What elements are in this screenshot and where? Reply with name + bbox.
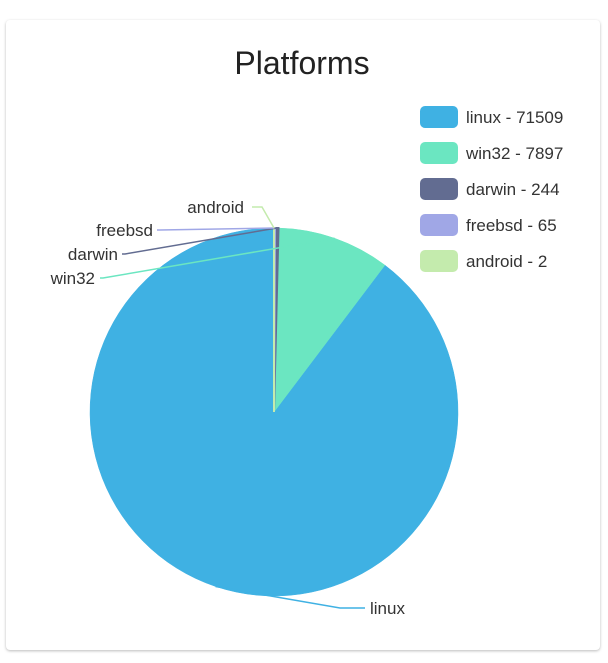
legend-label-freebsd: freebsd - 65 <box>466 216 557 235</box>
slice-label-win32: win32 <box>50 269 95 288</box>
legend-label-android: android - 2 <box>466 252 547 271</box>
legend-label-win32: win32 - 7897 <box>465 144 563 163</box>
legend-label-linux: linux - 71509 <box>466 108 563 127</box>
slice-label-android: android <box>187 198 244 217</box>
chart-title: Platforms <box>234 45 369 81</box>
legend-swatch-darwin <box>420 178 458 200</box>
label-line-android <box>252 206 275 229</box>
label-line-darwin <box>122 227 277 255</box>
label-line-linux <box>215 585 365 609</box>
legend-item-android[interactable]: android - 2 <box>420 250 547 272</box>
legend-item-darwin[interactable]: darwin - 244 <box>420 178 560 200</box>
legend-item-win32[interactable]: win32 - 7897 <box>420 142 563 164</box>
slice-label-darwin: darwin <box>68 245 118 264</box>
legend-item-linux[interactable]: linux - 71509 <box>420 106 563 128</box>
legend: linux - 71509 win32 - 7897 darwin - 244 fre… <box>420 106 563 272</box>
legend-swatch-win32 <box>420 142 458 164</box>
legend-label-darwin: darwin - 244 <box>466 180 560 199</box>
legend-swatch-freebsd <box>420 214 458 236</box>
label-line-freebsd <box>157 227 275 231</box>
slice-label-freebsd: freebsd <box>96 221 153 240</box>
label-line-win32 <box>100 237 335 279</box>
legend-swatch-android <box>420 250 458 272</box>
slice-labels: linux win32 darwin freebsd android <box>50 198 406 618</box>
slice-label-linux: linux <box>370 599 405 618</box>
pie-slices <box>89 226 459 597</box>
legend-swatch-linux <box>420 106 458 128</box>
legend-item-freebsd[interactable]: freebsd - 65 <box>420 214 557 236</box>
